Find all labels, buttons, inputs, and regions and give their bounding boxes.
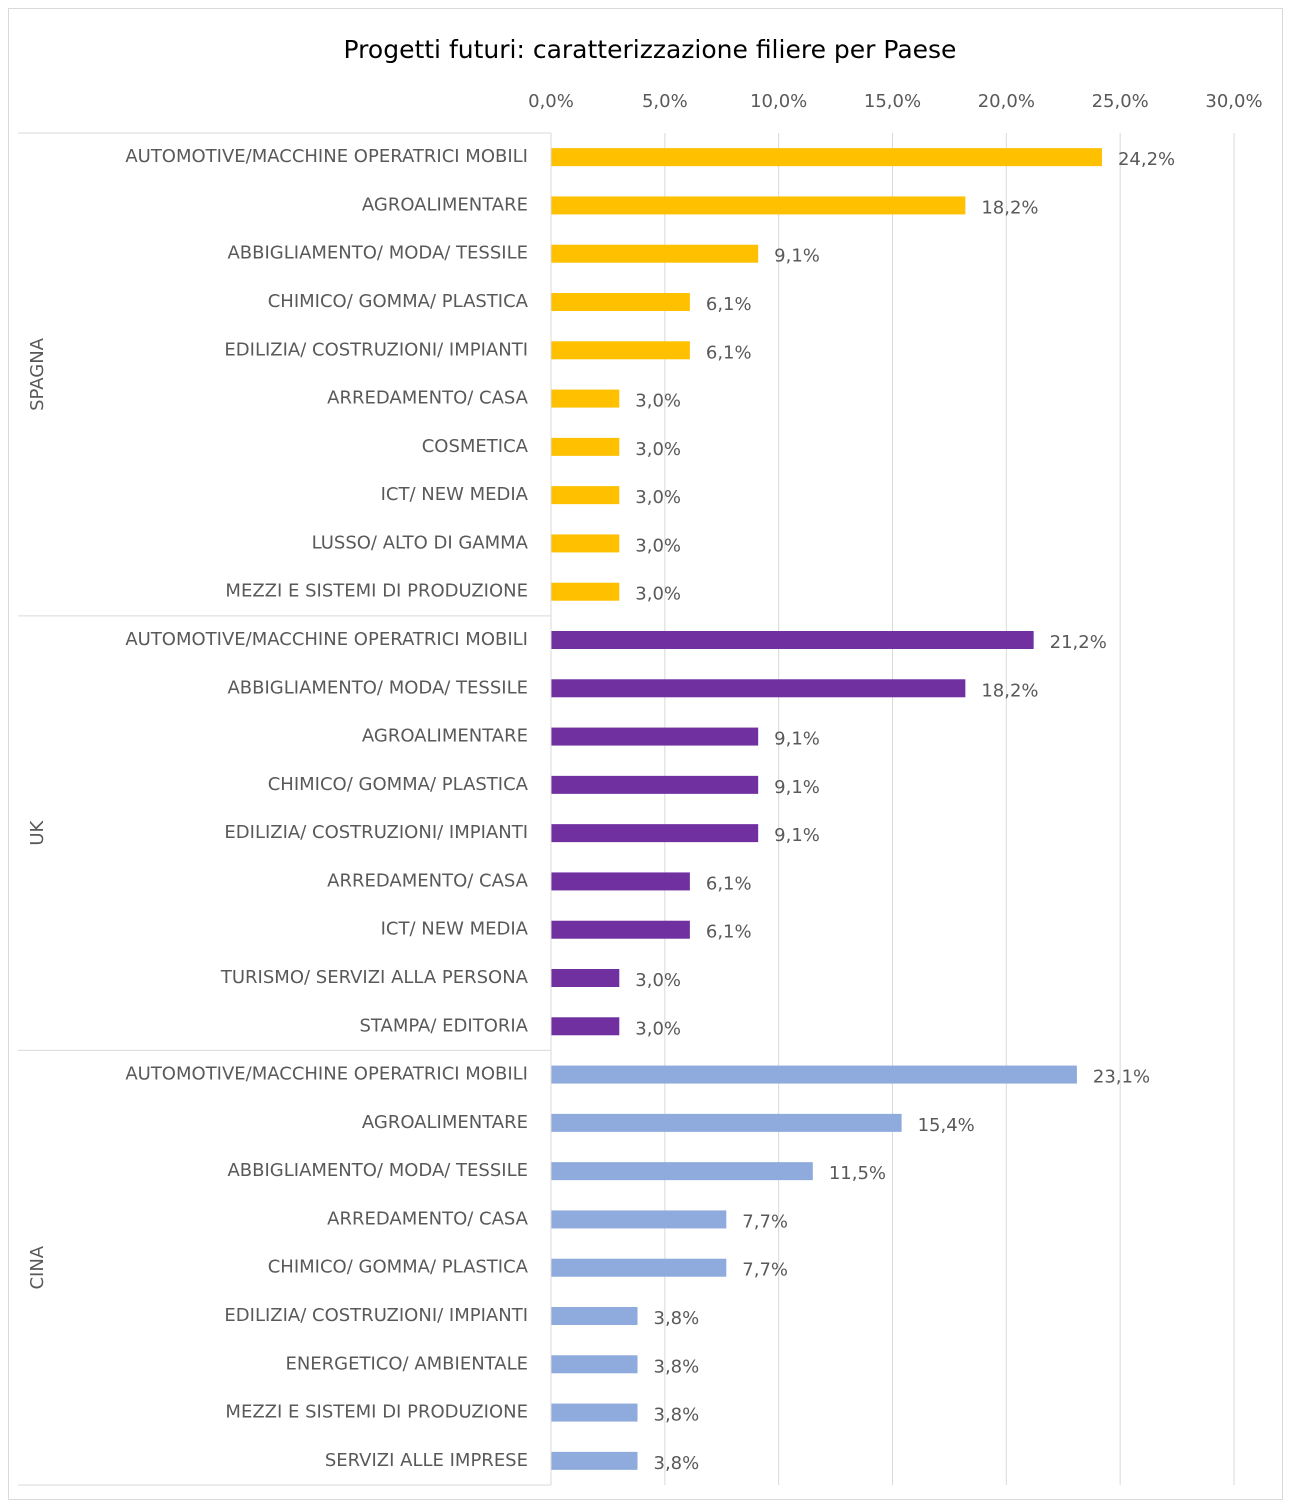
bar xyxy=(551,244,759,263)
bar xyxy=(551,1258,727,1277)
bar xyxy=(551,437,620,456)
bar xyxy=(551,1210,727,1229)
bar xyxy=(551,1113,902,1132)
value-label: 7,7% xyxy=(742,1260,788,1281)
category-label: TURISMO/ SERVIZI ALLA PERSONA xyxy=(220,967,529,988)
category-label: EDILIZIA/ COSTRUZIONI/ IMPIANTI xyxy=(224,339,528,360)
bar xyxy=(551,1355,638,1374)
value-label: 21,2% xyxy=(1050,632,1107,653)
group-label: UK xyxy=(27,819,48,845)
x-tick-label: 20,0% xyxy=(978,91,1035,112)
category-label: STAMPA/ EDITORIA xyxy=(359,1015,528,1036)
value-label: 3,0% xyxy=(635,1018,681,1039)
bar xyxy=(551,389,620,408)
chart-title: Progetti futuri: caratterizzazione filie… xyxy=(344,35,957,64)
bar xyxy=(551,582,620,601)
value-label: 18,2% xyxy=(981,197,1038,218)
category-label: ABBIGLIAMENTO/ MODA/ TESSILE xyxy=(227,677,528,698)
value-label: 9,1% xyxy=(774,777,820,798)
group-label: CINA xyxy=(27,1245,48,1289)
value-label: 6,1% xyxy=(706,294,752,315)
category-label: COSMETICA xyxy=(422,436,529,457)
category-label: MEZZI E SISTEMI DI PRODUZIONE xyxy=(225,1402,528,1423)
category-label: CHIMICO/ GOMMA/ PLASTICA xyxy=(268,291,529,312)
bar xyxy=(551,920,690,939)
bar xyxy=(551,824,759,843)
category-label: AGROALIMENTARE xyxy=(362,726,528,747)
value-label: 3,0% xyxy=(635,487,681,508)
value-label: 24,2% xyxy=(1118,149,1175,170)
bar xyxy=(551,631,1034,649)
bar xyxy=(551,486,620,505)
value-label: 15,4% xyxy=(918,1115,975,1136)
bar xyxy=(551,872,690,891)
category-label: ARREDAMENTO/ CASA xyxy=(327,388,529,409)
bar xyxy=(551,341,690,360)
category-label: AGROALIMENTARE xyxy=(362,194,528,215)
bar xyxy=(551,196,966,215)
bar xyxy=(551,1065,1077,1084)
category-label: ARREDAMENTO/ CASA xyxy=(327,870,529,891)
category-label: LUSSO/ ALTO DI GAMMA xyxy=(312,532,529,553)
bar xyxy=(551,1403,638,1422)
value-label: 7,7% xyxy=(742,1211,788,1232)
value-label: 11,5% xyxy=(829,1163,886,1184)
category-label: AGROALIMENTARE xyxy=(362,1112,528,1133)
value-label: 3,8% xyxy=(654,1308,700,1329)
category-label: ABBIGLIAMENTO/ MODA/ TESSILE xyxy=(227,243,528,264)
category-label: ARREDAMENTO/ CASA xyxy=(327,1208,529,1229)
value-label: 6,1% xyxy=(706,922,752,943)
category-label: EDILIZIA/ COSTRUZIONI/ IMPIANTI xyxy=(224,1305,528,1326)
bar xyxy=(551,1307,638,1325)
category-label: CHIMICO/ GOMMA/ PLASTICA xyxy=(268,774,529,795)
category-label: AUTOMOTIVE/MACCHINE OPERATRICI MOBILI xyxy=(125,1064,528,1085)
bar xyxy=(551,679,966,698)
value-label: 3,0% xyxy=(635,391,681,412)
value-label: 9,1% xyxy=(774,825,820,846)
value-label: 3,8% xyxy=(654,1405,700,1426)
category-label: ICT/ NEW MEDIA xyxy=(381,919,529,940)
x-tick-label: 5,0% xyxy=(642,91,688,112)
category-label: ENERGETICO/ AMBIENTALE xyxy=(285,1353,528,1374)
x-tick-label: 25,0% xyxy=(1092,91,1149,112)
category-label: EDILIZIA/ COSTRUZIONI/ IMPIANTI xyxy=(224,822,528,843)
category-label: ABBIGLIAMENTO/ MODA/ TESSILE xyxy=(227,1160,528,1181)
bar xyxy=(551,534,620,553)
value-label: 9,1% xyxy=(774,246,820,267)
bar xyxy=(551,1162,813,1181)
bar xyxy=(551,969,620,987)
x-tick-label: 10,0% xyxy=(750,91,807,112)
category-label: CHIMICO/ GOMMA/ PLASTICA xyxy=(268,1257,529,1278)
bar xyxy=(551,293,690,311)
x-tick-label: 30,0% xyxy=(1205,91,1262,112)
value-label: 3,8% xyxy=(654,1453,700,1474)
x-tick-label: 15,0% xyxy=(864,91,921,112)
group-label: SPAGNA xyxy=(27,337,48,411)
value-label: 3,0% xyxy=(635,970,681,991)
category-label: AUTOMOTIVE/MACCHINE OPERATRICI MOBILI xyxy=(125,629,528,650)
value-label: 3,0% xyxy=(635,535,681,556)
value-label: 3,8% xyxy=(654,1356,700,1377)
value-label: 18,2% xyxy=(981,680,1038,701)
value-label: 9,1% xyxy=(774,729,820,750)
value-label: 23,1% xyxy=(1093,1067,1150,1088)
bar xyxy=(551,775,759,794)
value-label: 6,1% xyxy=(706,873,752,894)
category-label: AUTOMOTIVE/MACCHINE OPERATRICI MOBILI xyxy=(125,146,528,167)
value-label: 3,0% xyxy=(635,584,681,605)
bar xyxy=(551,148,1102,167)
value-label: 3,0% xyxy=(635,439,681,460)
category-label: ICT/ NEW MEDIA xyxy=(381,484,529,505)
bar xyxy=(551,1017,620,1036)
category-label: MEZZI E SISTEMI DI PRODUZIONE xyxy=(225,581,528,602)
bar xyxy=(551,727,759,746)
value-label: 6,1% xyxy=(706,342,752,363)
bar xyxy=(551,1451,638,1470)
category-label: SERVIZI ALLE IMPRESE xyxy=(325,1450,528,1471)
x-tick-label: 0,0% xyxy=(528,91,574,112)
